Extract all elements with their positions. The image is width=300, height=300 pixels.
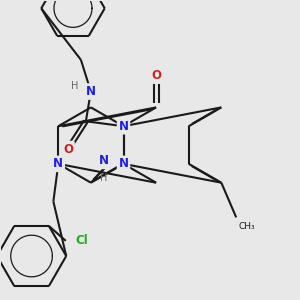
Text: N: N bbox=[86, 85, 96, 98]
Text: N: N bbox=[118, 120, 128, 133]
Text: N: N bbox=[118, 158, 128, 170]
Text: Cl: Cl bbox=[75, 234, 88, 247]
Text: O: O bbox=[151, 69, 161, 82]
Text: N: N bbox=[99, 154, 109, 167]
Text: N: N bbox=[53, 158, 63, 170]
Text: O: O bbox=[63, 142, 73, 155]
Text: H: H bbox=[100, 173, 107, 183]
Text: H: H bbox=[71, 81, 79, 91]
Text: CH₃: CH₃ bbox=[238, 222, 255, 231]
